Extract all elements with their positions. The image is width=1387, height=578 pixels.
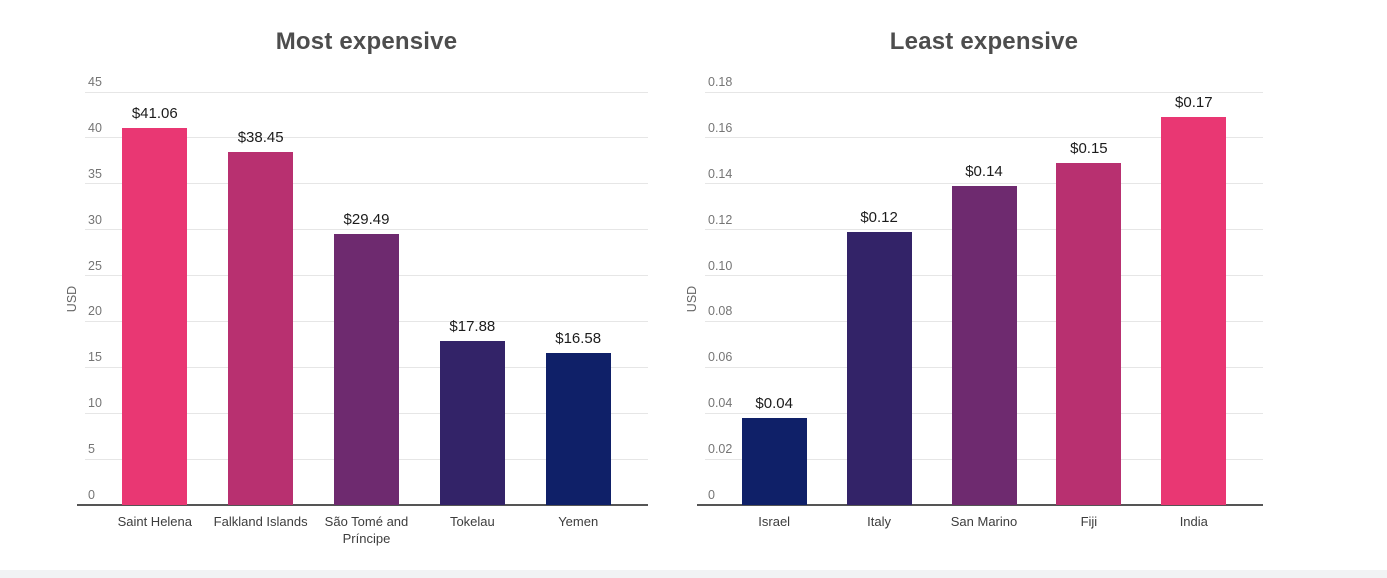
gridline [85, 183, 648, 185]
bar-value-label: $0.17 [1175, 94, 1213, 112]
gridline [85, 137, 648, 139]
bar[interactable] [846, 231, 912, 505]
bar[interactable] [951, 186, 1017, 505]
y-tick-label: 0.14 [708, 166, 733, 181]
bar-value-label: $0.14 [965, 163, 1003, 181]
y-tick-label: 25 [88, 258, 102, 273]
x-category-label: San Marino [950, 514, 1018, 529]
bar-value-label: $29.49 [343, 211, 390, 229]
y-tick-label: 0.18 [708, 75, 733, 89]
x-category-label: Italy [867, 514, 891, 529]
bar[interactable] [228, 152, 294, 505]
gridline [85, 91, 648, 93]
y-tick-label: 10 [88, 396, 102, 411]
y-tick-label: 0.16 [708, 120, 733, 135]
bar-value-label: $0.15 [1070, 140, 1108, 158]
bar[interactable] [122, 128, 188, 505]
y-tick-label: 0.10 [708, 258, 733, 273]
chart-title: Most expensive [275, 28, 458, 55]
bar[interactable] [439, 340, 505, 505]
bar-value-label: $0.04 [755, 394, 793, 412]
bar[interactable] [741, 417, 807, 505]
bar-value-label: $38.45 [237, 129, 284, 147]
y-tick-label: 15 [88, 350, 102, 365]
y-tick-label: 45 [88, 75, 102, 89]
y-tick-label: 0.04 [708, 396, 733, 411]
x-category-label: Saint Helena [117, 514, 193, 529]
x-category-label: Yemen [558, 514, 599, 529]
bar-value-label: $0.12 [860, 208, 898, 226]
x-category-label: Israel [758, 514, 791, 529]
x-category-label: India [1179, 514, 1208, 529]
bar-value-label: $16.58 [555, 329, 602, 347]
bar-value-label: $41.06 [131, 105, 178, 123]
gridline [705, 137, 1263, 139]
y-tick-label: 0 [708, 488, 715, 502]
bar[interactable] [1161, 117, 1227, 505]
y-tick-label: 0.12 [708, 212, 733, 227]
gridline [85, 229, 648, 231]
x-category-label: Falkland Islands [213, 514, 308, 529]
y-tick-label: 0.02 [708, 442, 733, 457]
bar[interactable] [545, 352, 611, 505]
bar-value-label: $17.88 [449, 317, 496, 335]
x-axis-line [77, 504, 648, 506]
x-axis-line [697, 504, 1263, 506]
y-tick-label: 0.06 [708, 350, 733, 365]
y-tick-label: 20 [88, 304, 102, 319]
y-tick-label: 5 [88, 442, 95, 457]
y-tick-label: 30 [88, 212, 102, 227]
y-tick-label: 0.08 [708, 304, 733, 319]
y-tick-label: 0 [88, 488, 95, 502]
y-tick-label: 40 [88, 120, 102, 135]
bottom-scrollbar-track[interactable] [0, 570, 1387, 578]
y-tick-label: 35 [88, 166, 102, 181]
x-category-label: São Tomé and Príncipe [324, 514, 409, 546]
chart-title: Least expensive [889, 28, 1079, 55]
bar[interactable] [1056, 163, 1122, 505]
x-category-label: Tokelau [449, 514, 495, 529]
gridline [705, 91, 1263, 93]
bar[interactable] [334, 234, 399, 505]
x-category-label: Fiji [1080, 514, 1098, 529]
gridline [705, 183, 1263, 185]
